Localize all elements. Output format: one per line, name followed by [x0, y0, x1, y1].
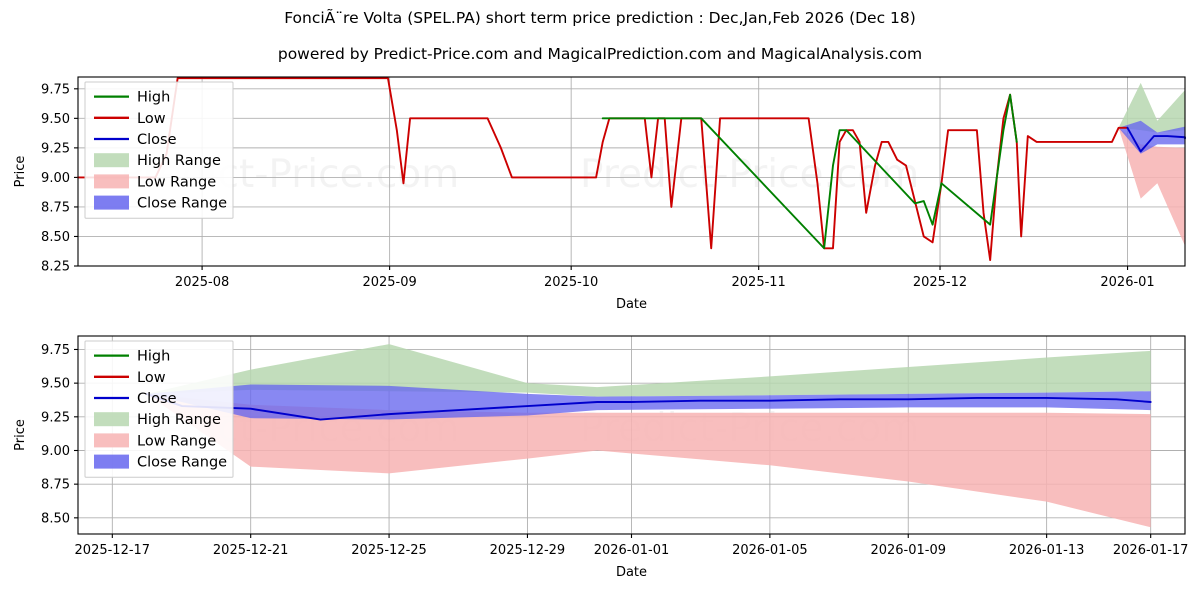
- y-tick-label: 9.25: [41, 141, 70, 156]
- legend-patch-swatch: [94, 454, 129, 469]
- y-tick-label: 8.75: [41, 478, 70, 493]
- y-axis-title: Price: [13, 156, 28, 188]
- x-tick-label: 2026-01-01: [594, 543, 670, 558]
- y-tick-label: 8.50: [41, 511, 70, 526]
- y-tick-label: 9.50: [41, 112, 70, 127]
- x-tick-label: 2025-12-25: [351, 543, 427, 558]
- legend-label: High Range: [137, 153, 221, 169]
- y-tick-label: 9.75: [41, 343, 70, 358]
- x-tick-label: 2026-01-13: [1009, 543, 1085, 558]
- plot-border: [77, 335, 1186, 535]
- y-tick-label: 8.75: [41, 200, 70, 215]
- y-tick-label: 8.50: [41, 230, 70, 245]
- x-tick-label: 2025-12-17: [75, 543, 151, 558]
- x-tick-label: 2025-09: [362, 275, 416, 290]
- legend-label: High: [137, 90, 170, 106]
- x-tick-label: 2026-01: [1100, 275, 1154, 290]
- legend-patch-swatch: [94, 174, 129, 189]
- x-tick-label: 2025-10: [544, 275, 598, 290]
- legend-label: Low Range: [137, 174, 216, 190]
- x-axis-title: Date: [616, 297, 647, 312]
- legend-label: Close: [137, 132, 177, 148]
- legend-forecast-detail: High Low Close High Range Low Range Close Ran…: [84, 340, 234, 478]
- legend-patch-swatch: [94, 153, 129, 168]
- legend-label: Close Range: [137, 196, 227, 212]
- x-tick-label: 2025-08: [175, 275, 229, 290]
- plot-border: [77, 76, 1186, 267]
- legend-patch-swatch: [94, 433, 129, 448]
- page-subtitle: powered by Predict-Price.com and Magical…: [277, 45, 923, 63]
- legend-label: High: [137, 349, 170, 365]
- legend-overview: High Low Close High Range Low Range Close Ran…: [84, 81, 234, 219]
- chart-panel-forecast-detail: Predict-Price.comPredict-Price.com8.508.…: [13, 335, 1189, 580]
- low-range-band: [146, 393, 1151, 528]
- legend-label: Close: [137, 391, 177, 407]
- y-tick-label: 9.50: [41, 377, 70, 392]
- series-line-close: [145, 392, 1152, 421]
- x-tick-label: 2025-12-21: [213, 543, 289, 558]
- legend-patch-swatch: [94, 412, 129, 427]
- x-tick-label: 2026-01-17: [1113, 543, 1189, 558]
- high-range-band: [1118, 82, 1185, 133]
- y-tick-label: 9.25: [41, 410, 70, 425]
- legend-label: Low: [137, 370, 166, 386]
- y-tick-label: 9.00: [41, 444, 70, 459]
- legend-label: Close Range: [137, 455, 227, 471]
- x-tick-label: 2026-01-05: [732, 543, 808, 558]
- y-axis-title: Price: [13, 419, 28, 451]
- low-range-band: [1118, 127, 1185, 246]
- x-tick-label: 2025-11: [732, 275, 786, 290]
- x-tick-label: 2026-01-09: [870, 543, 946, 558]
- legend-label: Low Range: [137, 433, 216, 449]
- chart-panel-overview: Predict-Price.comPredict-Price.com8.258.…: [13, 76, 1186, 312]
- x-tick-label: 2025-12-29: [490, 543, 566, 558]
- y-tick-label: 8.25: [41, 260, 70, 275]
- y-tick-label: 9.00: [41, 171, 70, 186]
- high-range-band: [146, 344, 1151, 397]
- y-tick-label: 9.75: [41, 82, 70, 97]
- watermark: Predict-Price.com: [580, 152, 919, 197]
- page-title: FonciÃ¨re Volta (SPEL.PA) short term pri…: [284, 9, 916, 27]
- legend-patch-swatch: [94, 195, 129, 210]
- x-tick-label: 2025-12: [913, 275, 967, 290]
- x-axis-title: Date: [616, 565, 647, 580]
- series-line-high: [601, 93, 1018, 250]
- legend-label: High Range: [137, 412, 221, 428]
- legend-label: Low: [137, 111, 166, 127]
